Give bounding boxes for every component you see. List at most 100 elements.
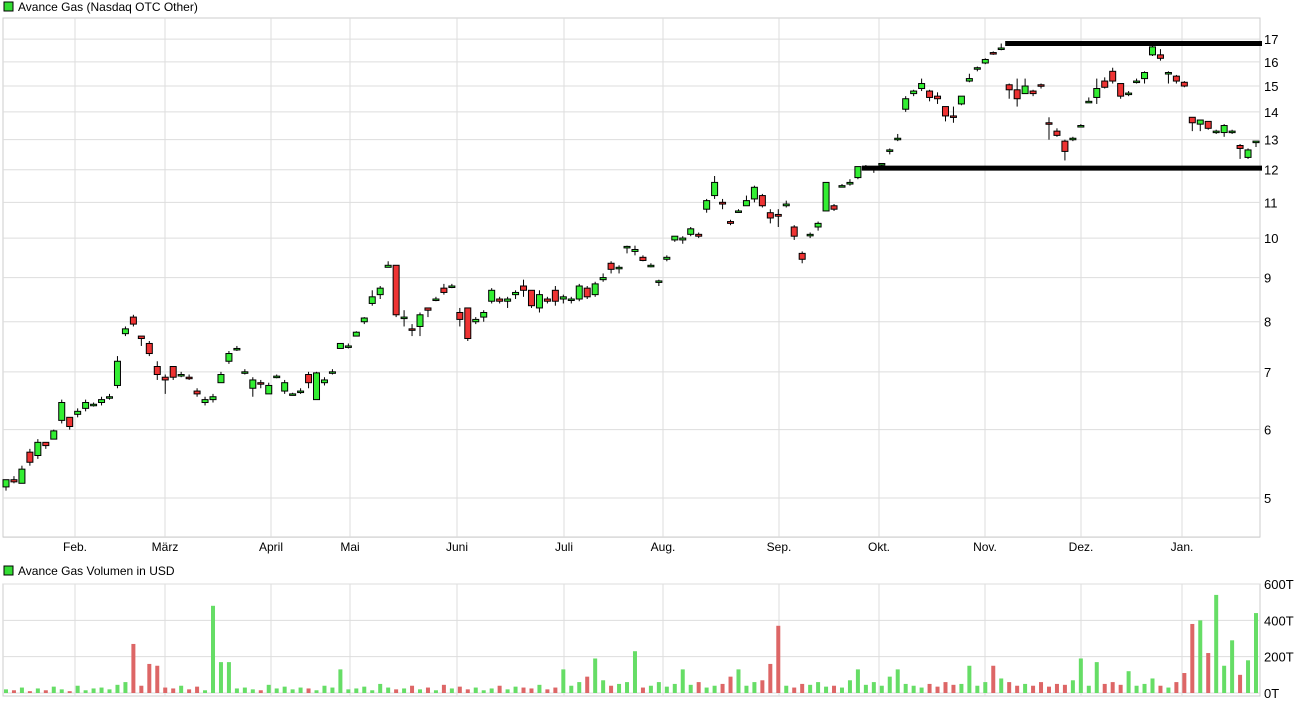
volume-bar xyxy=(911,685,916,693)
candle xyxy=(193,388,201,397)
candle xyxy=(854,166,862,180)
volume-bar xyxy=(497,685,502,693)
candle xyxy=(217,371,225,384)
candle xyxy=(416,312,424,337)
candle xyxy=(607,261,615,274)
candle-body xyxy=(1101,80,1109,88)
volume-bar xyxy=(211,605,216,693)
volume-bar xyxy=(218,662,223,693)
volume-bar xyxy=(1062,684,1067,693)
volume-bar xyxy=(855,669,860,693)
candle-body xyxy=(1061,140,1069,152)
candle-body xyxy=(74,410,82,415)
candle xyxy=(1101,77,1109,89)
volume-bar xyxy=(115,684,120,693)
candle xyxy=(806,232,814,239)
candle-body xyxy=(328,371,336,374)
candle-body xyxy=(846,181,854,185)
volume-bar xyxy=(1023,683,1028,693)
candle xyxy=(1125,91,1133,97)
candle-body xyxy=(973,67,981,70)
x-month-tick: März xyxy=(152,540,179,554)
candle xyxy=(822,181,830,212)
volume-bar xyxy=(370,690,375,693)
candle-body xyxy=(623,245,631,249)
candle-body xyxy=(26,451,34,463)
candle xyxy=(297,388,305,394)
volume-bar xyxy=(1110,682,1115,693)
price-grid xyxy=(2,17,1261,539)
volume-bar xyxy=(346,689,351,693)
candle-body xyxy=(1005,84,1013,91)
candle-body xyxy=(313,372,321,401)
candle-body xyxy=(910,90,918,95)
volume-bar xyxy=(75,685,80,693)
candle xyxy=(50,429,58,440)
candle xyxy=(798,251,806,264)
candle xyxy=(1069,136,1077,142)
volume-bar xyxy=(1150,678,1155,693)
candle-body xyxy=(1228,130,1236,134)
volume-bar xyxy=(625,682,630,693)
candle xyxy=(1045,117,1053,140)
candle xyxy=(400,310,408,327)
candle xyxy=(265,382,273,395)
candle-body xyxy=(137,335,145,340)
candle xyxy=(981,58,989,65)
candle-body xyxy=(981,58,989,64)
candle-body xyxy=(440,287,448,293)
candle-body xyxy=(1212,130,1220,134)
candle xyxy=(894,133,902,142)
candle xyxy=(1164,71,1172,84)
price-y-tick: 12 xyxy=(1264,163,1278,178)
candle-body xyxy=(989,52,997,55)
candle-body xyxy=(90,403,98,407)
candle-body xyxy=(368,296,376,304)
candle-body xyxy=(679,237,687,241)
candle xyxy=(846,179,854,186)
candle-body xyxy=(1252,140,1260,144)
price-legend: Avance Gas (Nasdaq OTC Other) xyxy=(3,0,198,14)
volume-bar xyxy=(943,682,948,693)
candle xyxy=(918,78,926,92)
candle xyxy=(758,193,766,208)
candle xyxy=(687,226,695,237)
candle xyxy=(472,317,480,325)
volume-bar xyxy=(569,685,574,693)
volume-bar xyxy=(975,685,980,693)
candle xyxy=(66,416,74,430)
candle xyxy=(599,273,607,282)
candle-body xyxy=(456,311,464,320)
volume-bar xyxy=(147,663,152,693)
candle xyxy=(989,51,997,55)
candle xyxy=(941,106,949,122)
candle xyxy=(201,396,209,406)
candle-body xyxy=(719,201,727,205)
price-y-tick: 11 xyxy=(1264,195,1278,210)
candle-body xyxy=(34,441,42,457)
candle-body xyxy=(742,200,750,207)
volume-bar xyxy=(1142,683,1147,693)
volume-bar xyxy=(203,690,208,693)
price-y-tick: 8 xyxy=(1264,315,1271,330)
candle-body xyxy=(758,195,766,207)
volume-bar xyxy=(402,688,407,693)
volume-bar xyxy=(362,686,367,693)
volume-bar xyxy=(1254,613,1258,693)
volume-bar xyxy=(903,683,908,693)
x-month-tick: Sep. xyxy=(767,540,792,554)
candle-body xyxy=(647,264,655,268)
volume-bar xyxy=(433,690,438,693)
candle-body xyxy=(153,366,161,376)
candle xyxy=(257,379,265,389)
candle xyxy=(82,399,90,412)
candle-body xyxy=(66,416,74,428)
candle xyxy=(949,106,957,123)
volume-legend-swatch xyxy=(3,565,14,576)
candle xyxy=(695,232,703,239)
candle-body xyxy=(201,399,209,404)
candle-body xyxy=(113,360,121,386)
volume-bar xyxy=(242,687,247,693)
candle xyxy=(727,219,735,226)
